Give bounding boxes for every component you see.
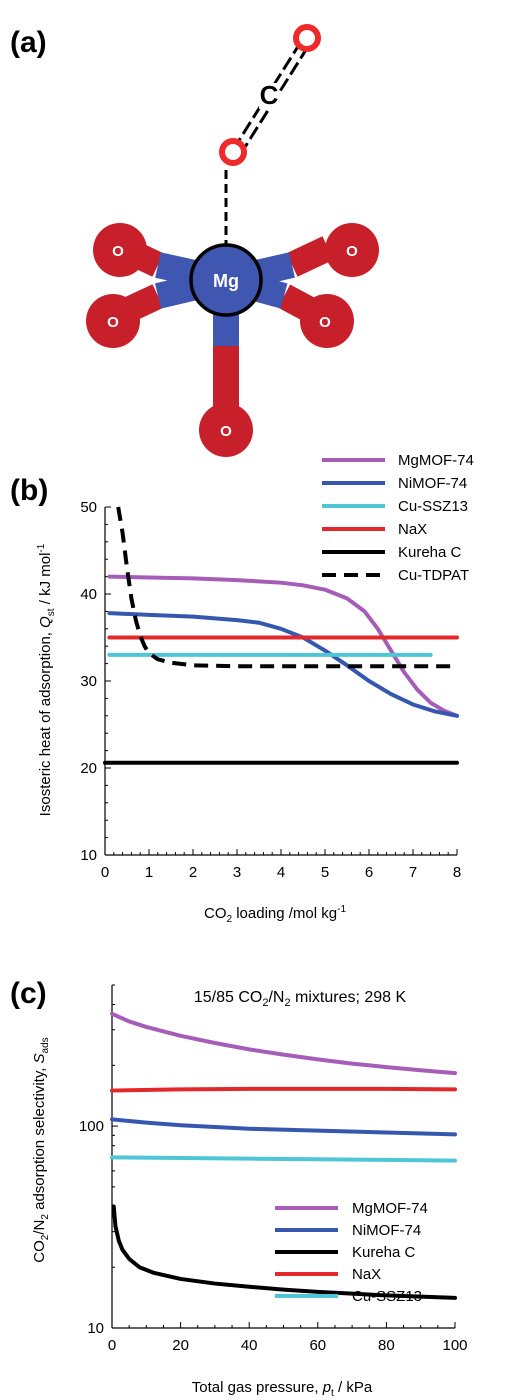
chart-c-series-nimof-74 xyxy=(110,1117,457,1137)
oxygen-label-5: O xyxy=(220,423,232,440)
chart-b-ytick-label: 50 xyxy=(80,499,97,516)
panel-label-c: (c) xyxy=(10,977,47,1010)
chart-c-xtick-label: 60 xyxy=(309,1337,326,1354)
chart-b-legend-label: Kureha C xyxy=(398,544,462,561)
chart-c-legend-label: NaX xyxy=(352,1266,381,1283)
chart-b-legend: MgMOF-74 NiMOF-74 Cu-SSZ13 NaX Kureha C Cu-TD… xyxy=(322,452,474,584)
chart-b-xtick-label: 1 xyxy=(145,864,153,881)
chart-b-ytick-label: 40 xyxy=(80,586,97,603)
chart-c-xlabel: Total gas pressure, pt / kPa xyxy=(192,1379,373,1399)
chart-b-xtick-label: 2 xyxy=(189,864,197,881)
chart-b-xtick-label: 0 xyxy=(101,864,109,881)
chart-b-xtick-label: 4 xyxy=(277,864,285,881)
chart-b-series xyxy=(103,506,459,765)
chart-c-series-mgmof-74 xyxy=(110,1011,457,1076)
chart-b-xtick-label: 3 xyxy=(233,864,241,881)
molecule-diagram: C O O O O O Mg xyxy=(86,24,379,457)
chart-c-legend-label: Cu-SSZ13 xyxy=(352,1288,422,1305)
oxygen-label-4: O xyxy=(319,314,331,331)
chart-b-legend-label: NaX xyxy=(398,521,427,538)
chart-b-xtick-label: 6 xyxy=(365,864,373,881)
oxygen-label-2: O xyxy=(346,243,358,260)
oxygen-label-3: O xyxy=(107,314,119,331)
chart-c-xtick-label: 100 xyxy=(442,1337,467,1354)
panel-label-a: (a) xyxy=(10,26,47,59)
co2-oxygen-bottom xyxy=(219,138,247,166)
chart-b-heat-of-adsorption: 0 1 2 3 4 5 6 7 8 10 20 30 40 50 CO2 loading /mol kg-… xyxy=(36,452,474,925)
mg-label: Mg xyxy=(213,271,239,291)
chart-b-xtick-label: 7 xyxy=(409,864,417,881)
chart-c-ylabel: CO2/N2 adsorption selectivity, Sads xyxy=(31,1037,51,1262)
chart-c-series-nax xyxy=(110,1086,457,1093)
co2-molecule: C xyxy=(219,24,321,246)
co2-carbon: C xyxy=(260,80,279,110)
chart-c-tick-labels: 0 20 40 60 80 100 10 100 xyxy=(79,1118,468,1354)
chart-b-xlabel: CO2 loading /mol kg-1 xyxy=(204,904,346,925)
chart-c-xtick-label: 40 xyxy=(241,1337,258,1354)
chart-b-ytick-label: 10 xyxy=(80,847,97,864)
chart-b-ylabel: Isosteric heat of adsorption, Qst / kJ m… xyxy=(36,543,57,816)
chart-b-xtick-label: 5 xyxy=(321,864,329,881)
chart-b-legend-label: NiMOF-74 xyxy=(398,475,467,492)
panel-label-b: (b) xyxy=(10,474,48,507)
chart-c-legend: MgMOF-74 NiMOF-74 Kureha C NaX Cu-SSZ13 xyxy=(275,1200,428,1305)
chart-c-xtick-label: 0 xyxy=(108,1337,116,1354)
chart-b-axes xyxy=(104,506,458,856)
chart-c-legend-label: Kureha C xyxy=(352,1244,416,1261)
chart-b-series-nimof-74 xyxy=(107,611,459,718)
chart-b-legend-label: Cu-TDPAT xyxy=(398,567,469,584)
chart-b-series-cu-tdpat xyxy=(116,506,457,669)
chart-b-ytick-label: 20 xyxy=(80,760,97,777)
co2-oxygen-top xyxy=(293,24,321,52)
chart-c-ytick-label: 10 xyxy=(87,1320,104,1337)
mg-atom xyxy=(189,243,263,317)
chart-b-xtick-label: 8 xyxy=(453,864,461,881)
chart-b-series-mgmof-74 xyxy=(107,574,459,718)
oxygen-atom-3 xyxy=(86,294,140,348)
oxygen-atom-5 xyxy=(199,403,253,457)
chart-c-legend-label: NiMOF-74 xyxy=(352,1222,421,1239)
oxygen-label-1: O xyxy=(112,243,124,260)
chart-c-xtick-label: 20 xyxy=(172,1337,189,1354)
chart-c-selectivity: 0 20 40 60 80 100 10 100 15/85 CO2/N2 mixtures;… xyxy=(31,984,468,1399)
co2-carbon-bg xyxy=(259,83,279,109)
chart-c-ytick-label: 100 xyxy=(79,1118,104,1135)
chart-c-series-cu-ssz13 xyxy=(110,1155,457,1163)
chart-c-title: 15/85 CO2/N2 mixtures; 298 K xyxy=(194,989,407,1009)
oxygen-atom-4 xyxy=(300,294,354,348)
chart-b-tick-labels: 0 1 2 3 4 5 6 7 8 10 20 30 40 50 xyxy=(80,499,461,881)
chart-c-series-kureha-c xyxy=(111,1204,457,1300)
chart-b-legend-label: MgMOF-74 xyxy=(398,452,474,469)
chart-c-legend-label: MgMOF-74 xyxy=(352,1200,428,1217)
chart-c-xtick-label: 80 xyxy=(378,1337,395,1354)
chart-c-series xyxy=(110,1011,457,1300)
oxygen-atom-1 xyxy=(93,223,147,277)
oxygen-atom-2 xyxy=(325,223,379,277)
chart-b-ytick-label: 30 xyxy=(80,673,97,690)
chart-b-legend-label: Cu-SSZ13 xyxy=(398,498,468,515)
